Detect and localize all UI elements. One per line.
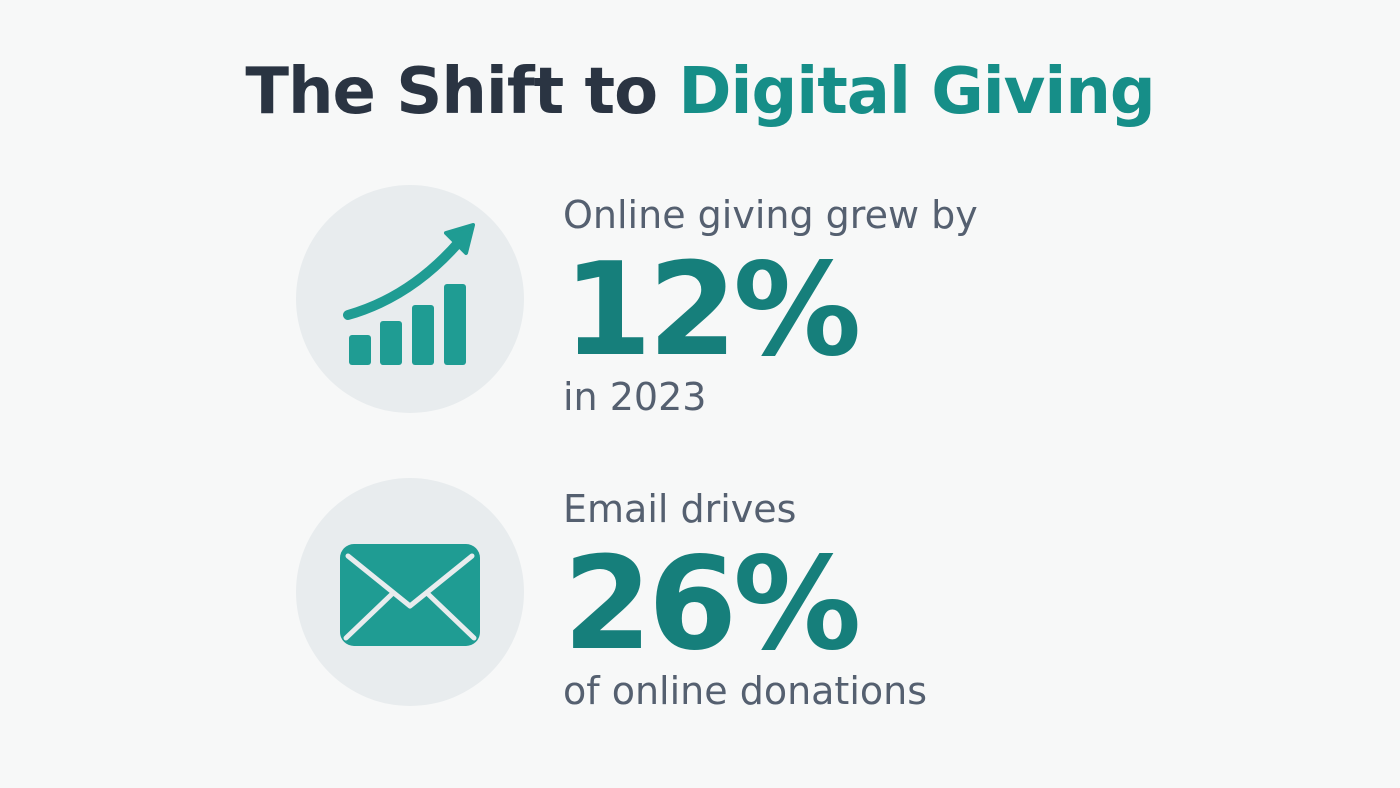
stat-value: 26% <box>563 530 861 679</box>
stat-online-giving: Online giving grew by 12% in 2023 <box>563 190 1363 430</box>
stat-tail-text: in 2023 <box>563 375 707 419</box>
title-accent-text: Digital Giving <box>678 55 1155 129</box>
growth-chart-icon <box>343 223 475 365</box>
stat-tail-text: of online donations <box>563 669 928 713</box>
stat-lead-text: Email drives <box>563 487 797 531</box>
title-text: The Shift to <box>245 55 679 129</box>
icon-circle <box>296 185 524 413</box>
stat-email: Email drives 26% of online donations <box>563 484 1363 724</box>
page-title: The Shift to Digital Giving <box>0 52 1400 132</box>
envelope-icon <box>340 544 480 646</box>
stat-value: 12% <box>563 236 861 385</box>
icon-circle <box>296 478 524 706</box>
stat-lead-text: Online giving grew by <box>563 193 978 237</box>
